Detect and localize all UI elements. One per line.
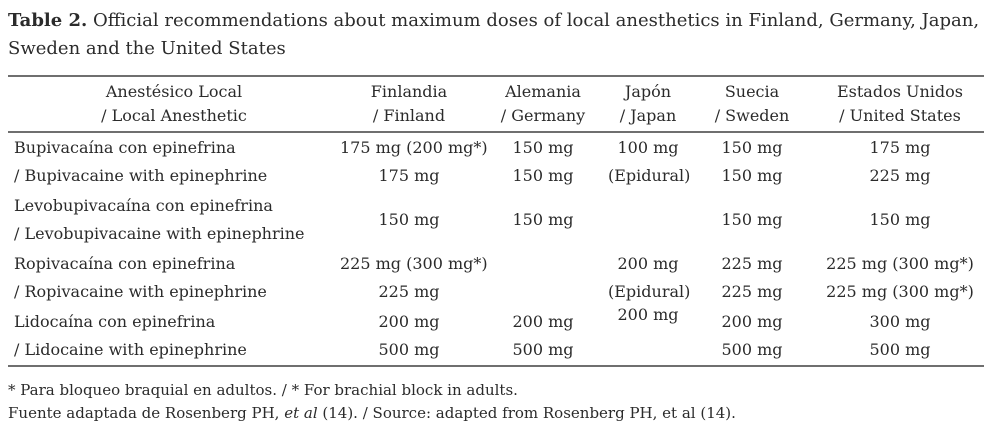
drug-name-es: Lidocaína con epinefrina [14, 312, 216, 331]
header-line-en: / Local Anesthetic [101, 106, 247, 125]
drug-name-es: Bupivacaína con epinefrina [14, 138, 236, 157]
footnote-asterisk: * Para bloqueo braquial en adultos. / * … [8, 381, 518, 399]
column-header-finland: Finlandia / Finland [340, 76, 478, 132]
dose-cell-japan: 200 mg [608, 305, 688, 366]
column-header-germany: Alemania / Germany [478, 76, 608, 132]
table-row-lidocaine: Lidocaína con epinefrina / Lidocaine wit… [8, 305, 984, 366]
footnote-source: Fuente adaptada de Rosenberg PH, et al (… [8, 402, 992, 425]
dose-line: 225 mg (300 mg*) [826, 282, 974, 301]
header-line-es: Alemania [505, 82, 581, 101]
header-line-en: / United States [839, 106, 961, 125]
dose-cell-japan: 100 mg (Epidural) [608, 132, 691, 191]
table-row-ropivacaine: Ropivacaína con epinefrina / Ropivacaine… [8, 249, 984, 307]
dose-cell-united-states: 225 mg (300 mg*) 225 mg (300 mg*) [816, 249, 984, 307]
table-caption: Official recommendations about maximum d… [8, 10, 980, 59]
drug-name-cell: Lidocaína con epinefrina / Lidocaine wit… [8, 307, 340, 366]
dose-line: 225 mg [721, 282, 783, 301]
table-number-label: Table 2. [8, 10, 88, 31]
dose-line: 150 mg [512, 210, 574, 229]
dose-line: 225 mg (300 mg*) [826, 254, 974, 273]
dose-line: 150 mg [721, 210, 783, 229]
dose-cell-germany: 150 mg 150 mg [478, 132, 608, 191]
drug-name-en: / Levobupivacaine with epinephrine [14, 224, 305, 243]
dose-cell-finland: 150 mg [340, 191, 478, 249]
table-header: Anestésico Local / Local Anesthetic Finl… [8, 76, 984, 132]
header-line-es: Finlandia [370, 82, 448, 101]
dose-cell-finland: 225 mg (300 mg*) 225 mg [340, 249, 488, 307]
dose-cell-sweden: 150 mg 150 mg [688, 132, 816, 191]
dose-line: 150 mg [378, 210, 440, 229]
header-line-es: Suecia [724, 82, 780, 101]
table-footnotes: * Para bloqueo braquial en adultos. / * … [8, 379, 992, 425]
dose-cell-finland: 175 mg (200 mg*) 175 mg [340, 132, 488, 191]
dose-line: (Epidural) [608, 282, 691, 301]
header-line-en: / Japan [619, 106, 677, 125]
dose-line: 500 mg [869, 340, 931, 359]
dose-line: 175 mg [378, 166, 440, 185]
dose-line: 200 mg [617, 305, 679, 324]
dose-line: 225 mg [378, 282, 440, 301]
dose-cell-sweden: 200 mg 500 mg [688, 307, 816, 366]
header-line-es: Anestésico Local [105, 82, 243, 101]
column-header-japan: Japón / Japan [608, 76, 688, 132]
dose-line: 150 mg [512, 166, 574, 185]
dose-cell-sweden: 225 mg 225 mg [688, 249, 816, 307]
dose-line: 100 mg [617, 138, 679, 157]
dose-line: 500 mg [721, 340, 783, 359]
drug-name-es: Levobupivacaína con epinefrina [14, 196, 273, 215]
dose-cell-sweden: 150 mg [688, 191, 816, 249]
footnote-source-etal: et al [284, 404, 318, 422]
dose-line: (Epidural) [608, 166, 691, 185]
dose-cell-germany: 200 mg 500 mg [478, 307, 608, 366]
header-line-en: / Sweden [714, 106, 790, 125]
drug-name-en: / Bupivacaine with epinephrine [14, 166, 268, 185]
dose-line: 225 mg (300 mg*) [340, 254, 488, 273]
table-body: Bupivacaína con epinefrina / Bupivacaine… [8, 132, 984, 366]
dose-line: 225 mg [869, 166, 931, 185]
drug-name-en: / Lidocaine with epinephrine [14, 340, 247, 359]
dose-cell-united-states: 300 mg 500 mg [816, 307, 984, 366]
page-title: Table 2. Official recommendations about … [8, 7, 996, 63]
header-line-en: / Germany [500, 106, 586, 125]
footnote-source-prefix: Fuente adaptada de Rosenberg PH, [8, 404, 285, 422]
header-line-es: Estados Unidos [836, 82, 964, 101]
drug-name-cell: Levobupivacaína con epinefrina / Levobup… [8, 191, 340, 249]
drug-name-cell: Bupivacaína con epinefrina / Bupivacaine… [8, 132, 340, 191]
dose-line: 200 mg [378, 312, 440, 331]
header-line-en: / Finland [372, 106, 446, 125]
dose-line: 150 mg [721, 138, 783, 157]
dose-line: 225 mg [721, 254, 783, 273]
header-row: Anestésico Local / Local Anesthetic Finl… [8, 76, 984, 132]
footnote-source-suffix: (14). / Source: adapted from Rosenberg P… [317, 404, 736, 422]
column-header-united-states: Estados Unidos / United States [816, 76, 984, 132]
dose-line: 150 mg [869, 210, 931, 229]
dose-line: 200 mg [512, 312, 574, 331]
dose-line: 300 mg [869, 312, 931, 331]
header-line-es: Japón [624, 82, 672, 101]
column-header-anesthetic: Anestésico Local / Local Anesthetic [8, 76, 340, 132]
dose-cell-japan [608, 191, 688, 249]
table-row-levobupivacaine: Levobupivacaína con epinefrina / Levobup… [8, 191, 984, 249]
dose-line: 150 mg [512, 138, 574, 157]
dose-cell-united-states: 175 mg 225 mg [816, 132, 984, 191]
dose-cell-japan: 200 mg (Epidural) [608, 249, 691, 307]
dose-line: 200 mg [721, 312, 783, 331]
drug-name-en: / Ropivacaine with epinephrine [14, 282, 267, 301]
dose-line: 175 mg [869, 138, 931, 157]
column-header-sweden: Suecia / Sweden [688, 76, 816, 132]
doses-table: Anestésico Local / Local Anesthetic Finl… [8, 75, 984, 367]
dose-line: 500 mg [378, 340, 440, 359]
dose-line: 175 mg (200 mg*) [340, 138, 488, 157]
drug-name-es: Ropivacaína con epinefrina [14, 254, 236, 273]
dose-line: 200 mg [617, 254, 679, 273]
dose-cell-finland: 200 mg 500 mg [340, 307, 478, 366]
dose-cell-germany: 150 mg [478, 191, 608, 249]
dose-cell-united-states: 150 mg [816, 191, 984, 249]
dose-line: 150 mg [721, 166, 783, 185]
dose-cell-germany [478, 249, 608, 307]
dose-line: 500 mg [512, 340, 574, 359]
drug-name-cell: Ropivacaína con epinefrina / Ropivacaine… [8, 249, 340, 307]
table-row-bupivacaine: Bupivacaína con epinefrina / Bupivacaine… [8, 132, 984, 191]
